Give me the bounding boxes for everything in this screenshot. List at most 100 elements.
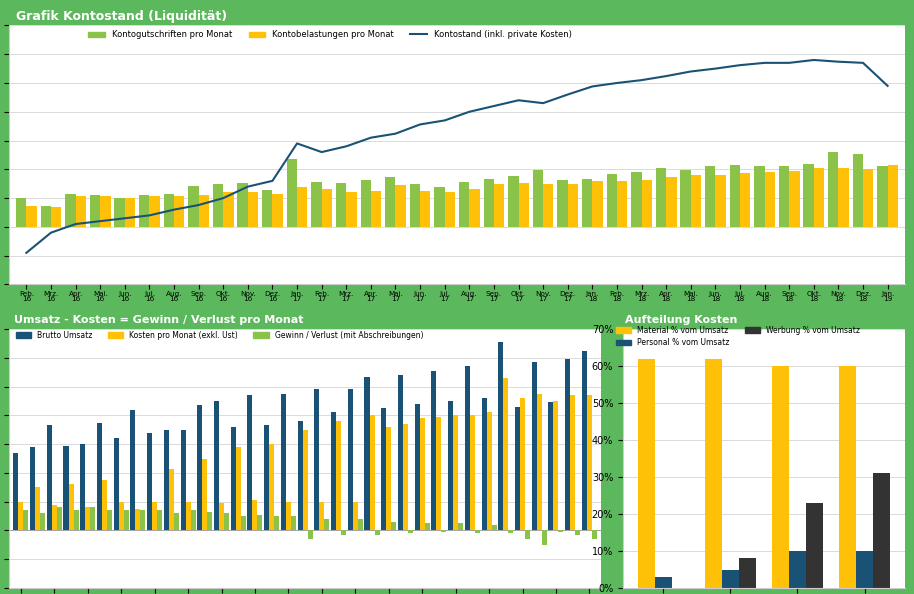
Bar (223, 192, 234, 227)
Bar (532, 362, 537, 530)
Bar (387, 427, 391, 530)
Bar (240, 516, 246, 530)
Bar (706, 359, 722, 588)
Bar (420, 418, 425, 530)
Legend: Material % vom Umsatz, Personal % vom Umsatz, Werbung % vom Umsatz: Material % vom Umsatz, Personal % vom Um… (612, 323, 863, 350)
Bar (27, 206, 37, 227)
Bar (281, 394, 286, 530)
Bar (157, 510, 162, 530)
Bar (656, 168, 666, 227)
Bar (453, 415, 458, 530)
Text: Umsatz - Kosten = Gewinn / Verlust pro Monat: Umsatz - Kosten = Gewinn / Verlust pro M… (14, 315, 303, 326)
Bar (188, 186, 198, 227)
Bar (806, 503, 823, 588)
Bar (813, 168, 824, 227)
Bar (680, 170, 691, 227)
Bar (765, 172, 775, 227)
Bar (141, 510, 145, 530)
Bar (887, 165, 898, 227)
Bar (125, 198, 135, 227)
Bar (654, 577, 672, 588)
Bar (147, 432, 152, 530)
Bar (85, 507, 90, 530)
Bar (181, 430, 186, 530)
Bar (803, 163, 813, 227)
Bar (73, 510, 79, 530)
Bar (35, 487, 40, 530)
Bar (716, 175, 726, 227)
Bar (375, 530, 379, 535)
Bar (415, 404, 420, 530)
Bar (617, 181, 627, 227)
Bar (248, 192, 258, 227)
Bar (346, 192, 356, 227)
Bar (739, 558, 756, 588)
Bar (592, 181, 602, 227)
Bar (131, 410, 135, 530)
Bar (592, 530, 597, 539)
Bar (357, 519, 363, 530)
Bar (214, 401, 219, 530)
Bar (853, 154, 863, 227)
Bar (515, 407, 520, 530)
Bar (582, 179, 592, 227)
Bar (789, 551, 806, 588)
Bar (779, 166, 789, 227)
Bar (425, 523, 430, 530)
Bar (459, 182, 469, 227)
Bar (482, 398, 486, 530)
Bar (740, 173, 750, 227)
Bar (403, 424, 408, 530)
Bar (520, 398, 525, 530)
Bar (691, 175, 701, 227)
Bar (119, 502, 123, 530)
Bar (558, 530, 564, 532)
Bar (381, 408, 387, 530)
Bar (445, 192, 455, 227)
Bar (69, 485, 73, 530)
Bar (114, 198, 125, 227)
Bar (18, 502, 24, 530)
Bar (475, 530, 480, 533)
Bar (149, 196, 160, 227)
Bar (174, 197, 185, 227)
Bar (508, 176, 518, 227)
Bar (164, 194, 174, 227)
Bar (828, 152, 838, 227)
Bar (97, 422, 102, 530)
Bar (543, 184, 554, 227)
Bar (169, 469, 174, 530)
Bar (152, 502, 157, 530)
Bar (314, 390, 319, 530)
Bar (492, 525, 496, 530)
Bar (258, 514, 262, 530)
Bar (666, 177, 676, 227)
Bar (303, 430, 308, 530)
Bar (76, 197, 86, 227)
Bar (554, 401, 558, 530)
Bar (486, 412, 492, 530)
Bar (398, 375, 403, 530)
Bar (465, 366, 470, 530)
Bar (568, 184, 578, 227)
Bar (518, 183, 529, 227)
Bar (123, 510, 129, 530)
Bar (533, 170, 543, 227)
Bar (90, 507, 95, 530)
Bar (772, 366, 789, 588)
Bar (139, 195, 149, 227)
Bar (80, 444, 85, 530)
Bar (565, 359, 570, 530)
Bar (436, 417, 441, 530)
Bar (291, 516, 296, 530)
Bar (287, 159, 297, 227)
Bar (642, 180, 652, 227)
Bar (207, 512, 212, 530)
Bar (863, 169, 874, 227)
Bar (238, 183, 248, 227)
Bar (52, 504, 57, 530)
Bar (575, 530, 580, 535)
Bar (24, 510, 28, 530)
Bar (408, 530, 413, 533)
Bar (107, 510, 112, 530)
